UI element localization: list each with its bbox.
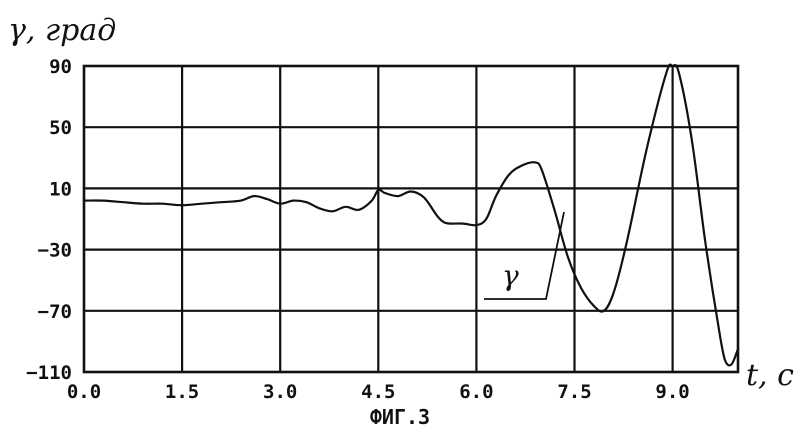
y-tick-label: −30 <box>38 240 72 262</box>
grid-lines <box>84 66 738 372</box>
tick-labels: 0.0 1.5 3.0 4.5 6.0 7.5 9.0 90 50 10 −30 −70 −110 <box>26 56 690 403</box>
y-tick-label: 90 <box>49 56 72 78</box>
x-tick-label: 1.5 <box>165 381 199 403</box>
x-tick-label: 9.0 <box>655 381 689 403</box>
y-tick-label: −70 <box>38 301 72 323</box>
x-axis-title: t, c <box>746 358 794 393</box>
y-axis-title: γ, град <box>8 13 116 48</box>
x-tick-label: 7.5 <box>557 381 591 403</box>
y-tick-label: 10 <box>49 178 72 200</box>
x-tick-label: 0.0 <box>67 381 101 403</box>
series-label-gamma: γ <box>502 259 519 292</box>
x-tick-label: 4.5 <box>361 381 395 403</box>
figure-caption: ФИГ.3 <box>370 405 430 429</box>
series-label-leader <box>484 212 564 299</box>
y-tick-label: −110 <box>26 362 72 384</box>
x-tick-label: 3.0 <box>263 381 297 403</box>
y-tick-label: 50 <box>49 117 72 139</box>
x-tick-label: 6.0 <box>459 381 493 403</box>
